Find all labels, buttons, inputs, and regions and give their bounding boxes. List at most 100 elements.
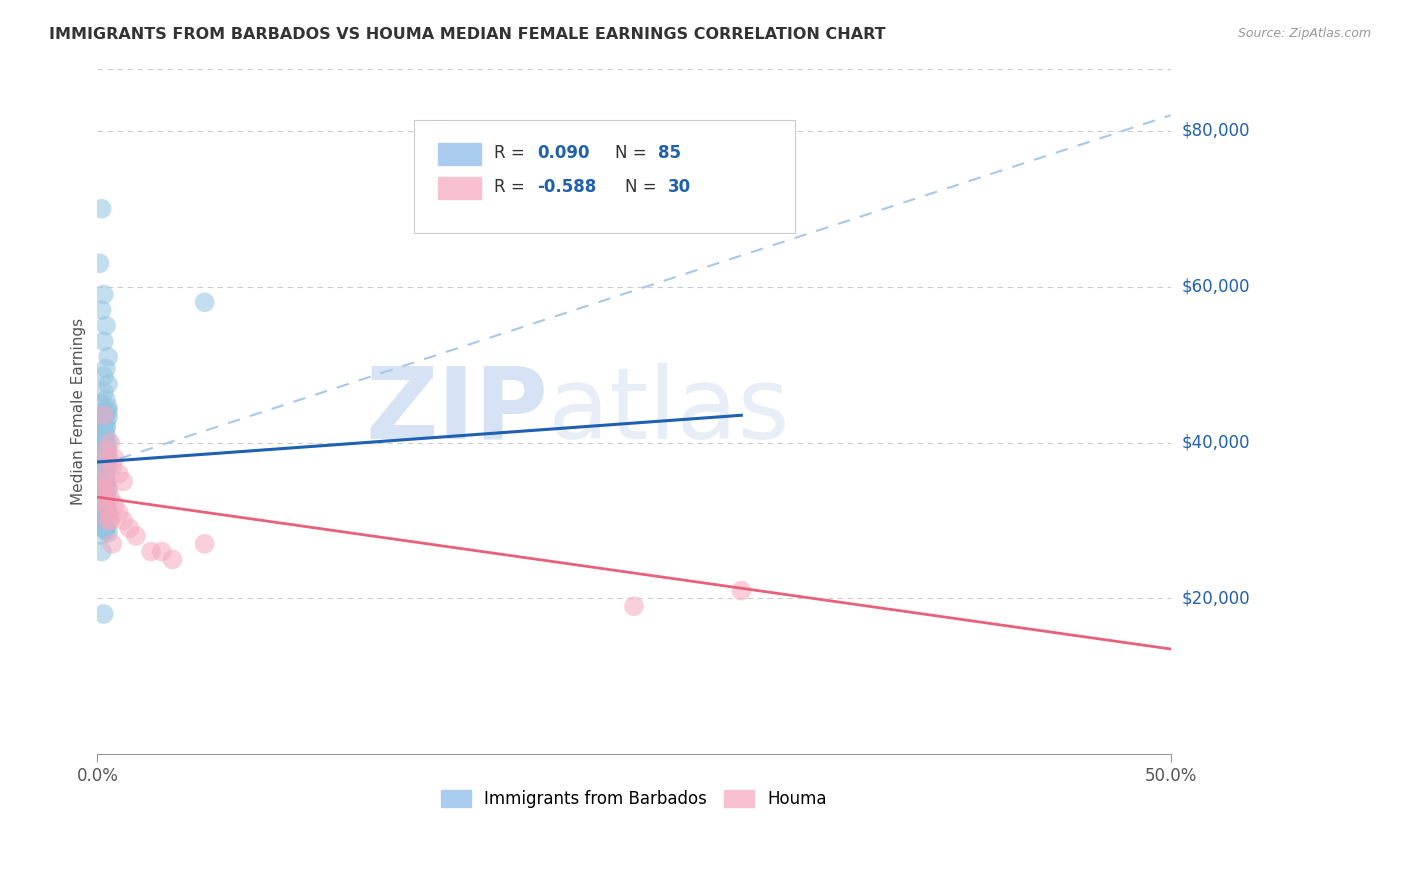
Point [97, 482, 120, 496]
Point [94, 514, 117, 528]
Point [93, 384, 115, 399]
Point [94, 498, 117, 512]
Point [93, 409, 115, 423]
Point [97, 525, 120, 540]
Point [93, 446, 115, 460]
Point [94, 493, 117, 508]
Point [90, 437, 112, 451]
Point [93, 483, 115, 498]
Point [97, 460, 120, 475]
Point [93, 334, 115, 349]
Point [108, 506, 131, 520]
Point [139, 544, 162, 558]
Point [94, 456, 117, 470]
Bar [437, 177, 481, 199]
Point [97, 404, 120, 418]
Point [93, 427, 115, 442]
Text: atlas: atlas [548, 363, 790, 460]
Point [103, 451, 125, 466]
Point [112, 513, 135, 527]
Point [97, 434, 120, 449]
Point [194, 537, 217, 551]
Point [90, 303, 112, 318]
Point [93, 467, 115, 481]
Point [97, 505, 120, 519]
Point [90, 416, 112, 430]
Point [94, 465, 117, 479]
Point [90, 396, 112, 410]
Point [94, 490, 117, 504]
Point [93, 409, 115, 423]
Point [89, 506, 111, 520]
Point [94, 318, 117, 333]
Point [623, 599, 645, 614]
Point [93, 458, 115, 472]
Point [90, 544, 112, 558]
Point [98, 435, 121, 450]
Point [90, 458, 112, 473]
Point [94, 524, 117, 538]
Point [93, 443, 115, 458]
Point [101, 458, 124, 473]
Point [94, 519, 117, 533]
Point [93, 424, 115, 438]
FancyBboxPatch shape [413, 120, 794, 233]
Text: IMMIGRANTS FROM BARBADOS VS HOUMA MEDIAN FEMALE EARNINGS CORRELATION CHART: IMMIGRANTS FROM BARBADOS VS HOUMA MEDIAN… [49, 27, 886, 42]
Point [97, 444, 120, 458]
Point [93, 491, 115, 505]
Point [90, 486, 112, 500]
Point [94, 449, 117, 463]
Point [94, 427, 117, 442]
Point [98, 490, 121, 504]
Text: 0.090: 0.090 [537, 144, 591, 161]
Point [93, 442, 115, 456]
Point [93, 453, 115, 467]
Point [97, 377, 120, 392]
Point [90, 498, 112, 512]
Point [93, 512, 115, 526]
Point [93, 521, 115, 535]
Point [97, 451, 120, 466]
Point [150, 544, 173, 558]
Point [94, 475, 117, 489]
Text: N =: N = [626, 178, 662, 196]
Point [94, 414, 117, 428]
Legend: Immigrants from Barbados, Houma: Immigrants from Barbados, Houma [434, 783, 834, 814]
Point [97, 506, 120, 520]
Point [90, 470, 112, 484]
Point [93, 467, 115, 482]
Point [118, 521, 141, 535]
Point [93, 475, 115, 489]
Point [97, 483, 120, 497]
Text: $60,000: $60,000 [1182, 277, 1250, 295]
Point [103, 498, 125, 512]
Point [93, 500, 115, 515]
Point [93, 463, 115, 477]
Point [194, 295, 217, 310]
Point [97, 451, 120, 466]
Point [93, 507, 115, 521]
Text: 30: 30 [668, 178, 692, 196]
Point [93, 483, 115, 497]
Text: $80,000: $80,000 [1182, 122, 1250, 140]
Point [90, 528, 112, 542]
Point [94, 420, 117, 434]
Point [94, 443, 117, 458]
Point [93, 607, 115, 621]
Point [97, 410, 120, 425]
Point [94, 509, 117, 524]
Point [94, 420, 117, 434]
Point [94, 361, 117, 376]
Text: R =: R = [495, 144, 530, 161]
Bar [437, 143, 481, 164]
Point [98, 513, 121, 527]
Point [94, 498, 117, 512]
Point [90, 451, 112, 466]
Point [94, 404, 117, 418]
Point [162, 552, 184, 566]
Point [93, 495, 115, 509]
Point [93, 369, 115, 384]
Point [94, 439, 117, 453]
Point [94, 475, 117, 489]
Point [93, 409, 115, 423]
